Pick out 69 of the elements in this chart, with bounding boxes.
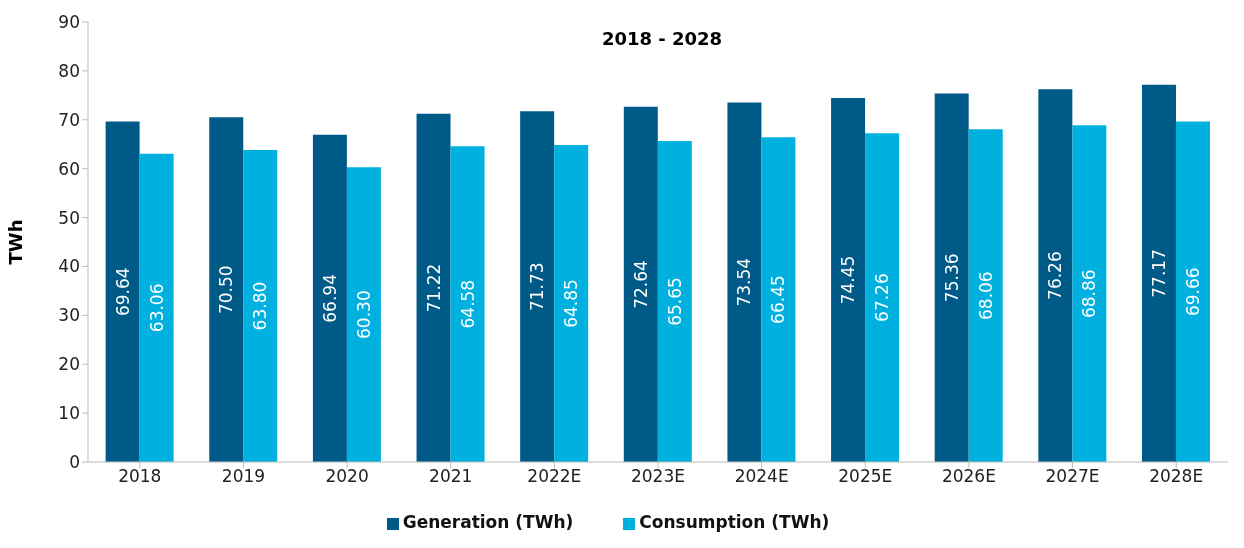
bar bbox=[1038, 89, 1073, 462]
data-label: 69.64 bbox=[112, 267, 133, 317]
data-label: 68.06 bbox=[975, 271, 996, 320]
y-tick-label: 20 bbox=[58, 354, 80, 375]
bar bbox=[831, 98, 866, 462]
bar bbox=[968, 129, 1003, 462]
bar bbox=[450, 146, 485, 462]
bar bbox=[623, 106, 658, 462]
data-label: 68.86 bbox=[1079, 269, 1100, 319]
data-label: 72.64 bbox=[630, 260, 651, 309]
y-tick-label: 80 bbox=[58, 60, 80, 81]
bar bbox=[1141, 84, 1176, 462]
bar bbox=[520, 111, 555, 462]
x-tick-label: 2027E bbox=[1045, 466, 1100, 487]
data-label: 74.45 bbox=[838, 255, 859, 305]
data-label: 71.22 bbox=[423, 263, 444, 313]
bar bbox=[209, 117, 244, 462]
bar bbox=[139, 153, 174, 462]
data-label: 77.17 bbox=[1148, 249, 1169, 298]
data-label: 67.26 bbox=[872, 273, 893, 322]
data-label: 65.65 bbox=[664, 277, 685, 326]
y-tick-label: 90 bbox=[58, 12, 80, 33]
bar bbox=[243, 150, 278, 462]
chart-title: 2018 - 2028 bbox=[601, 28, 723, 49]
data-label: 71.73 bbox=[527, 262, 548, 311]
data-label: 64.85 bbox=[561, 279, 582, 328]
y-tick-label: 50 bbox=[58, 207, 80, 228]
x-tick-label: 2025E bbox=[838, 466, 893, 487]
bar bbox=[761, 137, 796, 462]
bar bbox=[1175, 121, 1210, 462]
data-label: 64.58 bbox=[457, 279, 478, 329]
bar bbox=[346, 167, 381, 462]
data-label: 60.30 bbox=[353, 290, 374, 339]
bar bbox=[554, 144, 589, 462]
x-tick-label: 2022E bbox=[527, 466, 582, 487]
data-label: 73.54 bbox=[734, 257, 755, 307]
x-tick-label: 2018 bbox=[118, 466, 162, 487]
y-tick-label: 10 bbox=[58, 403, 80, 424]
bar bbox=[416, 113, 451, 462]
x-tick-label: 2028E bbox=[1149, 466, 1204, 487]
x-tick-label: 2021 bbox=[429, 466, 473, 487]
y-tick-label: 0 bbox=[69, 452, 80, 473]
y-tick-label: 30 bbox=[58, 305, 80, 326]
x-tick-label: 2024E bbox=[734, 466, 789, 487]
x-tick-label: 2020 bbox=[325, 466, 369, 487]
data-label: 66.94 bbox=[319, 274, 340, 323]
data-label: 69.66 bbox=[1182, 267, 1203, 317]
y-tick-label: 60 bbox=[58, 158, 80, 179]
data-label: 75.36 bbox=[941, 253, 962, 303]
bar bbox=[934, 93, 969, 462]
y-axis-title: TWh bbox=[5, 219, 27, 265]
legend-label: Consumption (TWh) bbox=[639, 512, 830, 532]
bar bbox=[105, 121, 140, 462]
y-tick-label: 40 bbox=[58, 256, 80, 277]
data-label: 66.45 bbox=[768, 275, 789, 324]
legend-label: Generation (TWh) bbox=[402, 512, 574, 532]
data-label: 63.80 bbox=[250, 281, 271, 331]
bar bbox=[727, 102, 762, 462]
data-label: 63.06 bbox=[146, 283, 167, 333]
y-tick-label: 70 bbox=[58, 109, 80, 130]
bar bbox=[657, 141, 692, 462]
x-tick-label: 2023E bbox=[630, 466, 686, 487]
bar bbox=[312, 134, 347, 462]
bar bbox=[865, 133, 900, 462]
x-tick-label: 2019 bbox=[221, 466, 266, 487]
data-label: 70.50 bbox=[216, 265, 237, 314]
x-tick-label: 2026E bbox=[941, 466, 996, 487]
bar bbox=[1072, 125, 1107, 462]
data-label: 76.26 bbox=[1045, 251, 1066, 300]
